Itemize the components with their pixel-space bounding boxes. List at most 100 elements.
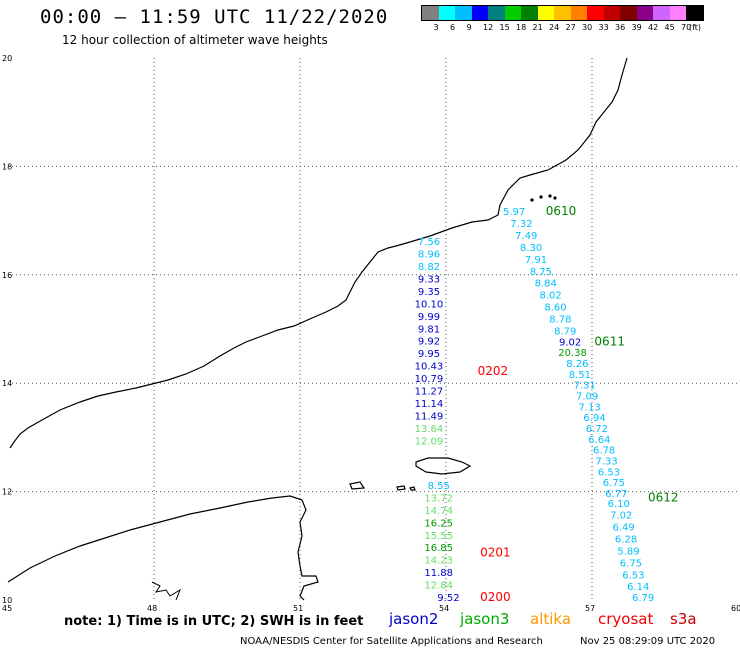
lat-tick-label: 16	[2, 271, 12, 280]
wave-height-value: 9.81	[418, 324, 440, 335]
wave-height-value: 7.33	[595, 457, 617, 468]
wave-height-value: 13.64	[415, 424, 444, 435]
lat-tick-label: 20	[2, 54, 12, 63]
legend-swatch	[521, 6, 538, 20]
page-subtitle: 12 hour collection of altimeter wave hei…	[62, 33, 328, 47]
wave-height-value: 9.95	[418, 349, 440, 360]
legend-swatch	[620, 6, 637, 20]
legend-label: 39	[631, 23, 642, 32]
legend-swatch	[570, 6, 587, 20]
legend-swatch	[455, 6, 472, 20]
track-time-label: 0611	[594, 334, 625, 348]
legend-unit: (ft)	[689, 23, 702, 32]
wave-height-value: 6.28	[615, 535, 637, 546]
wave-height-value: 7.32	[510, 219, 532, 230]
page-title: 00:00 – 11:59 UTC 11/22/2020	[40, 6, 389, 28]
lon-tick-label: 54	[439, 604, 449, 613]
lat-tick-label: 10	[2, 596, 12, 605]
legend-swatch	[537, 6, 554, 20]
wave-height-value: 10.43	[415, 362, 444, 373]
legend-label: 45	[664, 23, 675, 32]
satellite-altika: altika	[530, 610, 572, 628]
axis-ticks: 45 48 51 54 57 60 10 12 14 16 18 20	[2, 54, 740, 613]
legend-swatch	[686, 6, 703, 20]
legend-swatch	[587, 6, 604, 20]
credit-timestamp: Nov 25 08:29:09 UTC 2020	[580, 636, 716, 647]
lat-tick-label: 14	[2, 379, 12, 388]
wave-height-value: 5.97	[503, 207, 525, 218]
lon-tick-label: 60	[731, 604, 740, 613]
credit-text: NOAA/NESDIS Center for Satellite Applica…	[240, 636, 543, 647]
legend-label: 18	[516, 23, 527, 32]
legend-swatch	[438, 6, 455, 20]
wave-height-value: 6.79	[632, 593, 654, 604]
wave-height-value: 8.51	[569, 370, 591, 381]
coastline-arabia	[9, 57, 628, 449]
track-time-label: 0200	[480, 590, 511, 604]
wave-height-value: 8.96	[418, 249, 440, 260]
legend-label: 30	[582, 23, 593, 32]
wave-height-value: 6.53	[622, 570, 644, 581]
legend-label: 15	[499, 23, 510, 32]
wave-height-value: 15.55	[424, 531, 453, 542]
legend-swatch	[422, 6, 439, 20]
wave-height-value: 10.79	[415, 374, 444, 385]
wave-height-value: 9.52	[437, 593, 459, 604]
wave-height-value: 16.25	[424, 518, 453, 529]
wave-height-value: 7.13	[578, 402, 600, 413]
wave-height-value: 6.78	[593, 446, 615, 457]
lon-tick-label: 51	[293, 604, 303, 613]
wave-height-value: 8.79	[554, 326, 576, 337]
color-legend: 3 6 9 12 15 18 21 24 27 30 33 36 39 42 45 70 (ft)	[421, 5, 704, 33]
wave-height-value: 14.74	[424, 506, 453, 517]
wave-height-value: 7.56	[418, 237, 440, 248]
wave-height-value: 8.82	[418, 262, 440, 273]
wave-height-value: 12.84	[424, 581, 453, 592]
lat-tick-label: 18	[2, 162, 12, 171]
legend-label: 36	[615, 23, 626, 32]
satellite-jason3: jason3	[460, 610, 510, 628]
wave-height-value: 13.72	[424, 493, 453, 504]
legend-label: 21	[532, 23, 543, 32]
island-samhah	[396, 485, 406, 491]
legend-swatch	[669, 6, 686, 20]
island-abd-al-kuri	[349, 481, 366, 490]
wave-height-value: 16.85	[424, 543, 453, 554]
legend-label: 24	[549, 23, 560, 32]
legend-label: 33	[598, 23, 609, 32]
wave-height-value: 5.89	[617, 546, 639, 557]
wave-height-value: 7.31	[574, 381, 596, 392]
legend-swatch	[554, 6, 571, 20]
wave-height-value: 8.55	[428, 481, 450, 492]
track-time-label: 0201	[480, 546, 511, 560]
wave-height-value: 7.02	[610, 511, 632, 522]
wave-height-value: 8.78	[549, 314, 571, 325]
track-0612: 6.107.026.496.285.896.756.536.146.79 0612	[608, 490, 679, 604]
legend-swatches	[421, 5, 704, 21]
track-time-label: 0612	[648, 490, 679, 504]
wave-height-value: 6.77	[605, 489, 627, 500]
lon-tick-label: 45	[2, 604, 12, 613]
wave-height-value: 6.53	[598, 467, 620, 478]
island-darsah	[409, 486, 416, 491]
wave-height-value: 8.26	[566, 359, 588, 370]
wave-height-value: 11.88	[424, 568, 453, 579]
lat-tick-label: 12	[2, 488, 12, 497]
legend-swatch	[653, 6, 670, 20]
footer-note: note: 1) Time is in UTC; 2) SWH is in fe…	[64, 614, 364, 629]
legend-labels: 3 6 9 12 15 18 21 24 27 30 33 36 39 42 45 70 (ft)	[421, 21, 704, 33]
track-time-label: 0202	[478, 364, 509, 378]
lon-tick-label: 48	[147, 604, 157, 613]
wave-height-value: 7.09	[576, 391, 598, 402]
wave-height-value: 14.23	[424, 556, 453, 567]
legend-label: 70	[681, 23, 692, 32]
wave-height-value: 7.91	[525, 255, 547, 266]
wave-height-value: 10.10	[415, 299, 444, 310]
wave-height-value: 7.49	[515, 231, 537, 242]
track-0611: 9.0220.388.268.517.317.097.136.946.726.6…	[558, 334, 627, 500]
islet-kuria-muria	[553, 196, 557, 200]
